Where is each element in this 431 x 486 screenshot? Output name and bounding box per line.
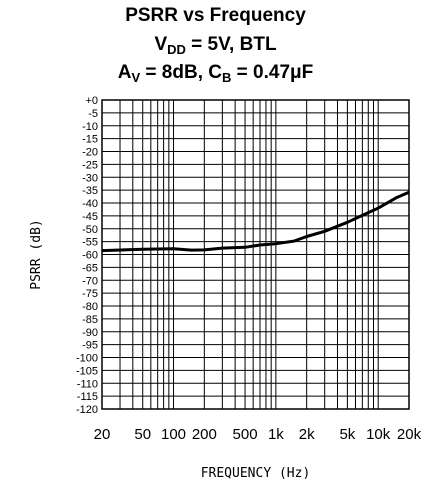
av-subscript: V: [131, 70, 141, 85]
x-tick-label: 50: [134, 426, 151, 443]
x-tick-label: 20: [94, 426, 111, 443]
chart-grid: [101, 99, 410, 410]
plot-frame: [101, 99, 410, 410]
y-tick-label: -105: [76, 365, 98, 377]
y-tick-label: -100: [76, 353, 98, 365]
y-tick-label: -30: [82, 172, 98, 184]
cb-subscript: B: [221, 70, 232, 85]
y-tick-label: -15: [82, 134, 98, 146]
chart-title: PSRR vs Frequency: [0, 4, 431, 28]
y-tick-label: -115: [77, 391, 98, 403]
cb-value: = 0.47μF: [231, 62, 314, 83]
chart-title-text: PSRR vs Frequency: [125, 5, 306, 26]
y-tick-label: -90: [82, 327, 98, 339]
y-tick-label: -25: [82, 159, 98, 171]
vdd-symbol: V: [154, 34, 168, 55]
y-tick-label: -50: [82, 224, 98, 236]
y-tick-labels: +0-5-10-15-20-25-30-35-40-45-50-55-60-65…: [76, 95, 98, 416]
x-tick-label: 10k: [366, 426, 391, 443]
y-tick-label: -120: [76, 404, 98, 416]
av-symbol: A: [117, 62, 132, 83]
chart-subtitle-line-2: AV = 8dB, CB = 0.47μF: [0, 61, 431, 85]
y-tick-label: -65: [82, 262, 98, 274]
y-tick-label: +0: [85, 95, 98, 107]
y-tick-label: -20: [82, 147, 98, 159]
y-tick-label: -70: [82, 275, 98, 287]
chart-subtitle-line-1: VDD = 5V, BTL: [0, 33, 431, 57]
x-tick-label: 200: [192, 426, 217, 443]
y-tick-label: -85: [82, 314, 98, 326]
x-tick-label: 2k: [299, 426, 315, 443]
x-tick-label: 20k: [397, 426, 422, 443]
x-tick-labels: 20 50 100 200 500 1k 2k 5k 10k 20k: [94, 426, 422, 443]
y-axis-label: PSRR (dB): [29, 219, 44, 289]
y-tick-label: -40: [82, 198, 98, 210]
vdd-value: = 5V, BTL: [185, 34, 277, 55]
y-tick-label: -45: [82, 211, 98, 223]
x-tick-label: 100: [161, 426, 186, 443]
x-tick-label: 1k: [268, 426, 284, 443]
y-tick-label: -110: [77, 378, 98, 390]
x-tick-label: 5k: [339, 426, 355, 443]
x-tick-label: 500: [233, 426, 258, 443]
y-tick-label: -55: [82, 237, 98, 249]
x-axis-label: FREQUENCY (Hz): [201, 466, 311, 481]
vdd-subscript: DD: [167, 42, 186, 57]
av-value-and-cb-symbol: = 8dB, C: [140, 62, 222, 83]
y-tick-label: -60: [82, 250, 98, 262]
psrr-series-line: [101, 190, 410, 253]
y-tick-label: -80: [82, 301, 98, 313]
y-tick-label: -10: [82, 121, 98, 133]
y-tick-label: -95: [82, 340, 98, 352]
y-tick-label: -5: [88, 108, 98, 120]
y-tick-label: -35: [82, 185, 98, 197]
y-tick-label: -75: [82, 288, 98, 300]
